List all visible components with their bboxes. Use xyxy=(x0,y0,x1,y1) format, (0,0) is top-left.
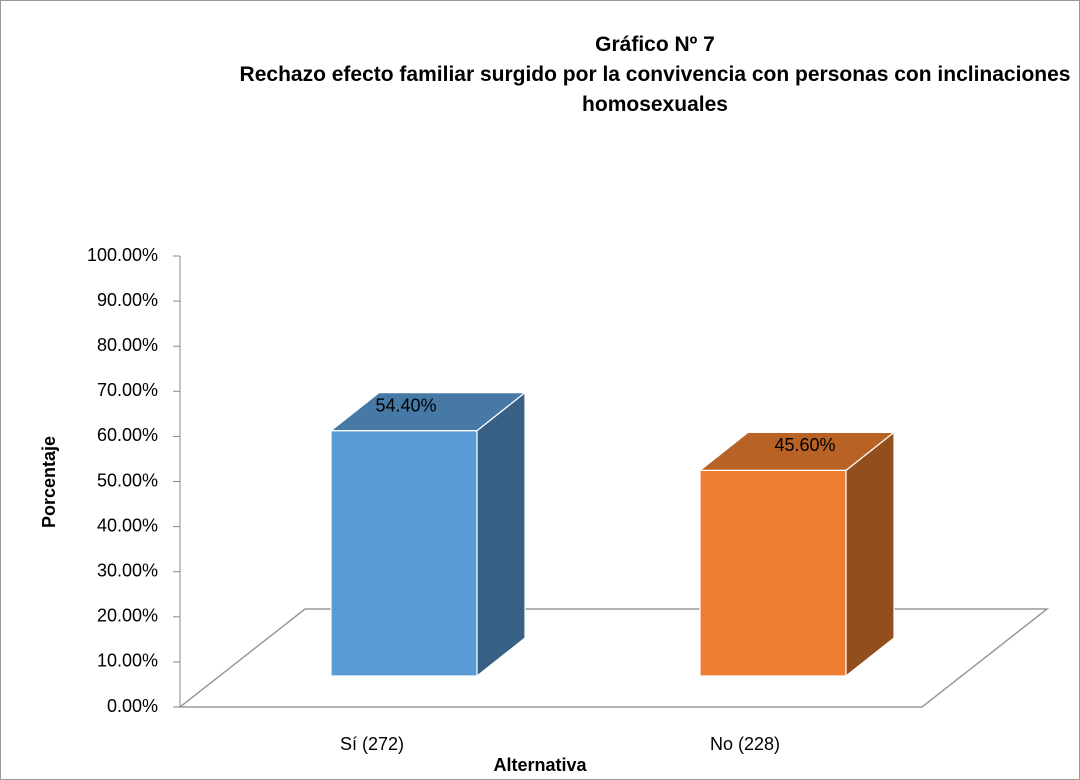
data-label: 54.40% xyxy=(375,395,436,415)
chart-title: Gráfico Nº 7 xyxy=(595,33,715,56)
y-tick-label: 10.00% xyxy=(97,651,158,671)
bar-top xyxy=(698,431,896,471)
y-tick-label: 0.00% xyxy=(107,696,158,716)
x-tick-label: No (228) xyxy=(710,734,780,754)
y-tick-label: 50.00% xyxy=(97,470,158,490)
x-tick-label: Sí (272) xyxy=(340,734,404,754)
data-label: 45.60% xyxy=(774,435,835,455)
chart-subtitle: Rechazo efecto familiar surgido por la c… xyxy=(239,63,1071,116)
bar xyxy=(698,431,896,678)
bar-side xyxy=(476,391,526,678)
y-tick-label: 30.00% xyxy=(97,560,158,580)
bar-front xyxy=(330,430,478,677)
y-tick-label: 70.00% xyxy=(97,380,158,400)
bar xyxy=(329,391,527,678)
y-tick-label: 20.00% xyxy=(97,606,158,626)
y-tick-label: 40.00% xyxy=(97,515,158,535)
y-axis-label: Porcentaje xyxy=(39,436,59,528)
y-tick-label: 80.00% xyxy=(97,335,158,355)
bar-side xyxy=(845,431,895,678)
y-tick-label: 100.00% xyxy=(87,245,158,265)
titles: Gráfico Nº 7 Rechazo efecto familiar sur… xyxy=(230,30,1080,120)
y-tick-label: 60.00% xyxy=(97,425,158,445)
bar-front xyxy=(699,469,847,677)
y-tick-label: 90.00% xyxy=(97,290,158,310)
bar-top xyxy=(329,392,527,432)
x-axis-label: Alternativa xyxy=(493,755,587,775)
